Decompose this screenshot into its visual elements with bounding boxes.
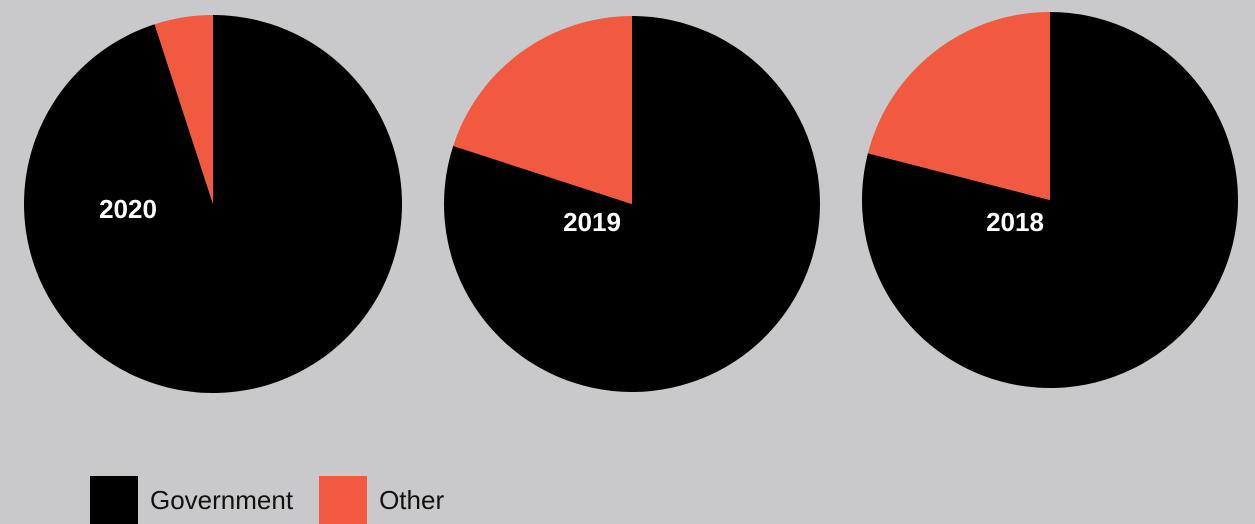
legend-swatch-other bbox=[319, 476, 368, 524]
legend: Government Other bbox=[90, 476, 470, 524]
pie-label-2020: 2020 bbox=[99, 194, 157, 224]
pie-slice-2018-other bbox=[867, 12, 1050, 200]
legend-item-government: Government bbox=[90, 476, 293, 524]
pie-slice-2020-government bbox=[24, 15, 403, 393]
pie-slice-2020-other bbox=[154, 15, 213, 204]
legend-swatch-government bbox=[90, 476, 138, 524]
pie-slice-2019-government bbox=[443, 16, 820, 392]
legend-label-government: Government bbox=[150, 484, 294, 515]
legend-item-other: Other bbox=[319, 476, 444, 524]
pie-label-2019: 2019 bbox=[563, 207, 621, 237]
pie-slice-2019-other bbox=[453, 15, 632, 205]
pie-label-2018: 2018 bbox=[986, 207, 1044, 237]
legend-label-other: Other bbox=[379, 484, 445, 515]
pie-slice-2018-government bbox=[862, 11, 1239, 388]
